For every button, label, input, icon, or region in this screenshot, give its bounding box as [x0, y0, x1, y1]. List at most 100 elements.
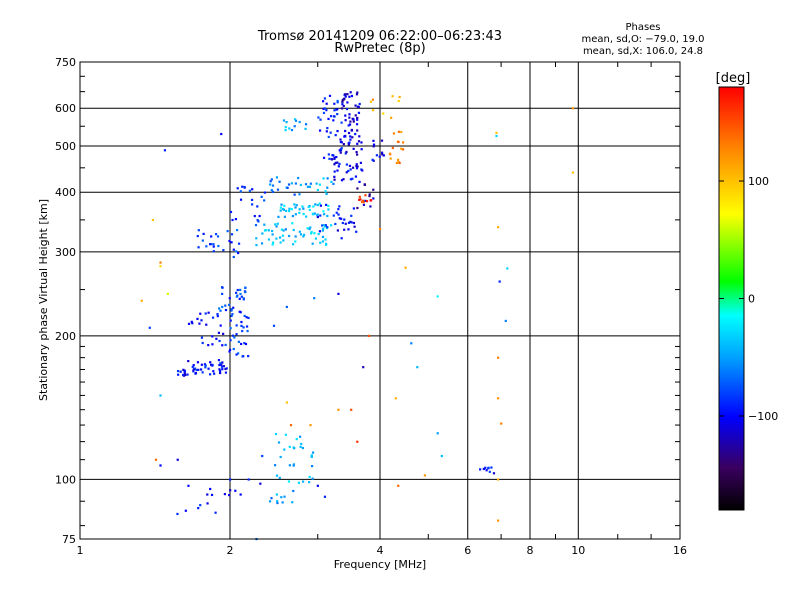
echo-point [197, 368, 200, 371]
echo-point [292, 464, 295, 467]
echo-point [267, 229, 270, 232]
echo-point [355, 167, 359, 170]
echo-point [436, 295, 439, 298]
echo-point [352, 147, 355, 150]
x-tick-label: 10 [571, 544, 585, 557]
y-tick-label: 300 [55, 246, 76, 259]
echo-point [255, 243, 258, 247]
echo-point [309, 182, 312, 185]
echo-point [283, 215, 286, 218]
echo-point [204, 364, 207, 367]
echo-point [488, 470, 491, 473]
echo-point [251, 188, 254, 191]
echo-point [344, 95, 347, 98]
echo-point [479, 468, 482, 471]
echo-point [301, 480, 305, 483]
echo-point [340, 141, 343, 144]
echo-point [215, 337, 218, 340]
echo-point [360, 148, 363, 151]
echo-point [353, 225, 356, 228]
echo-point [337, 165, 340, 168]
echo-point [351, 177, 354, 180]
echo-point [244, 342, 248, 346]
echo-point [221, 344, 224, 347]
echo-point [293, 125, 296, 128]
echo-point [234, 217, 238, 221]
echo-point [316, 484, 319, 487]
echo-point [349, 168, 352, 171]
echo-point [337, 213, 340, 216]
echo-point [235, 353, 238, 356]
echo-point [298, 435, 302, 438]
echo-point [322, 224, 325, 227]
echo-point [323, 97, 327, 100]
echo-point [310, 454, 313, 457]
echo-point [228, 350, 231, 353]
echo-point [369, 205, 372, 208]
echo-point [336, 129, 339, 133]
echo-point [397, 484, 400, 487]
echo-point [298, 211, 301, 215]
echo-point [311, 451, 315, 454]
echo-point [330, 158, 334, 161]
echo-point [229, 478, 232, 481]
echo-point [358, 135, 361, 138]
echo-point [341, 100, 344, 103]
echo-point [350, 129, 353, 132]
echo-point [340, 237, 343, 240]
echo-point [294, 119, 298, 122]
echo-point [237, 352, 240, 355]
echo-point [236, 288, 239, 292]
echo-point [327, 208, 330, 211]
echo-point [319, 204, 322, 207]
echo-point [176, 512, 179, 516]
echo-point [329, 131, 332, 134]
echo-point [338, 205, 341, 208]
echo-point [313, 297, 316, 300]
echo-point [235, 295, 238, 298]
echo-point [268, 500, 272, 503]
echo-point [201, 239, 204, 242]
echo-point [228, 303, 231, 307]
echo-point [231, 334, 235, 337]
echo-point [328, 157, 331, 160]
echo-point [330, 180, 333, 183]
echo-point [221, 305, 224, 309]
echo-point [336, 169, 339, 172]
phases-x-stats: mean, sd,X: 106.0, 24.8 [583, 46, 703, 57]
echo-point [333, 170, 336, 173]
echo-point [290, 128, 294, 132]
echo-point [351, 136, 354, 139]
echo-point [197, 506, 200, 510]
echo-point [313, 212, 316, 215]
echo-point [253, 214, 256, 218]
echo-point [213, 372, 216, 375]
echo-point [264, 229, 268, 232]
echo-point [283, 495, 286, 498]
echo-point [356, 116, 359, 120]
echo-point [382, 154, 385, 157]
echo-point [256, 219, 259, 222]
echo-point [359, 161, 362, 164]
echo-point [285, 120, 288, 124]
echo-point [270, 497, 273, 500]
echo-point [275, 237, 278, 240]
echo-point [218, 371, 222, 375]
echo-point [504, 319, 507, 323]
echo-point [294, 240, 297, 243]
echo-point [279, 241, 282, 244]
echo-point [271, 190, 275, 193]
echo-point [299, 183, 303, 187]
echo-point [297, 176, 300, 180]
echo-point [352, 118, 355, 121]
echo-point [216, 314, 219, 318]
echo-point [400, 130, 403, 134]
echo-point [355, 230, 358, 233]
echo-point [371, 158, 374, 161]
echo-point [278, 180, 281, 183]
echo-point [347, 221, 351, 224]
echo-point [287, 480, 291, 483]
echo-point [312, 205, 315, 208]
echo-point [490, 466, 493, 469]
echo-point [325, 102, 328, 105]
